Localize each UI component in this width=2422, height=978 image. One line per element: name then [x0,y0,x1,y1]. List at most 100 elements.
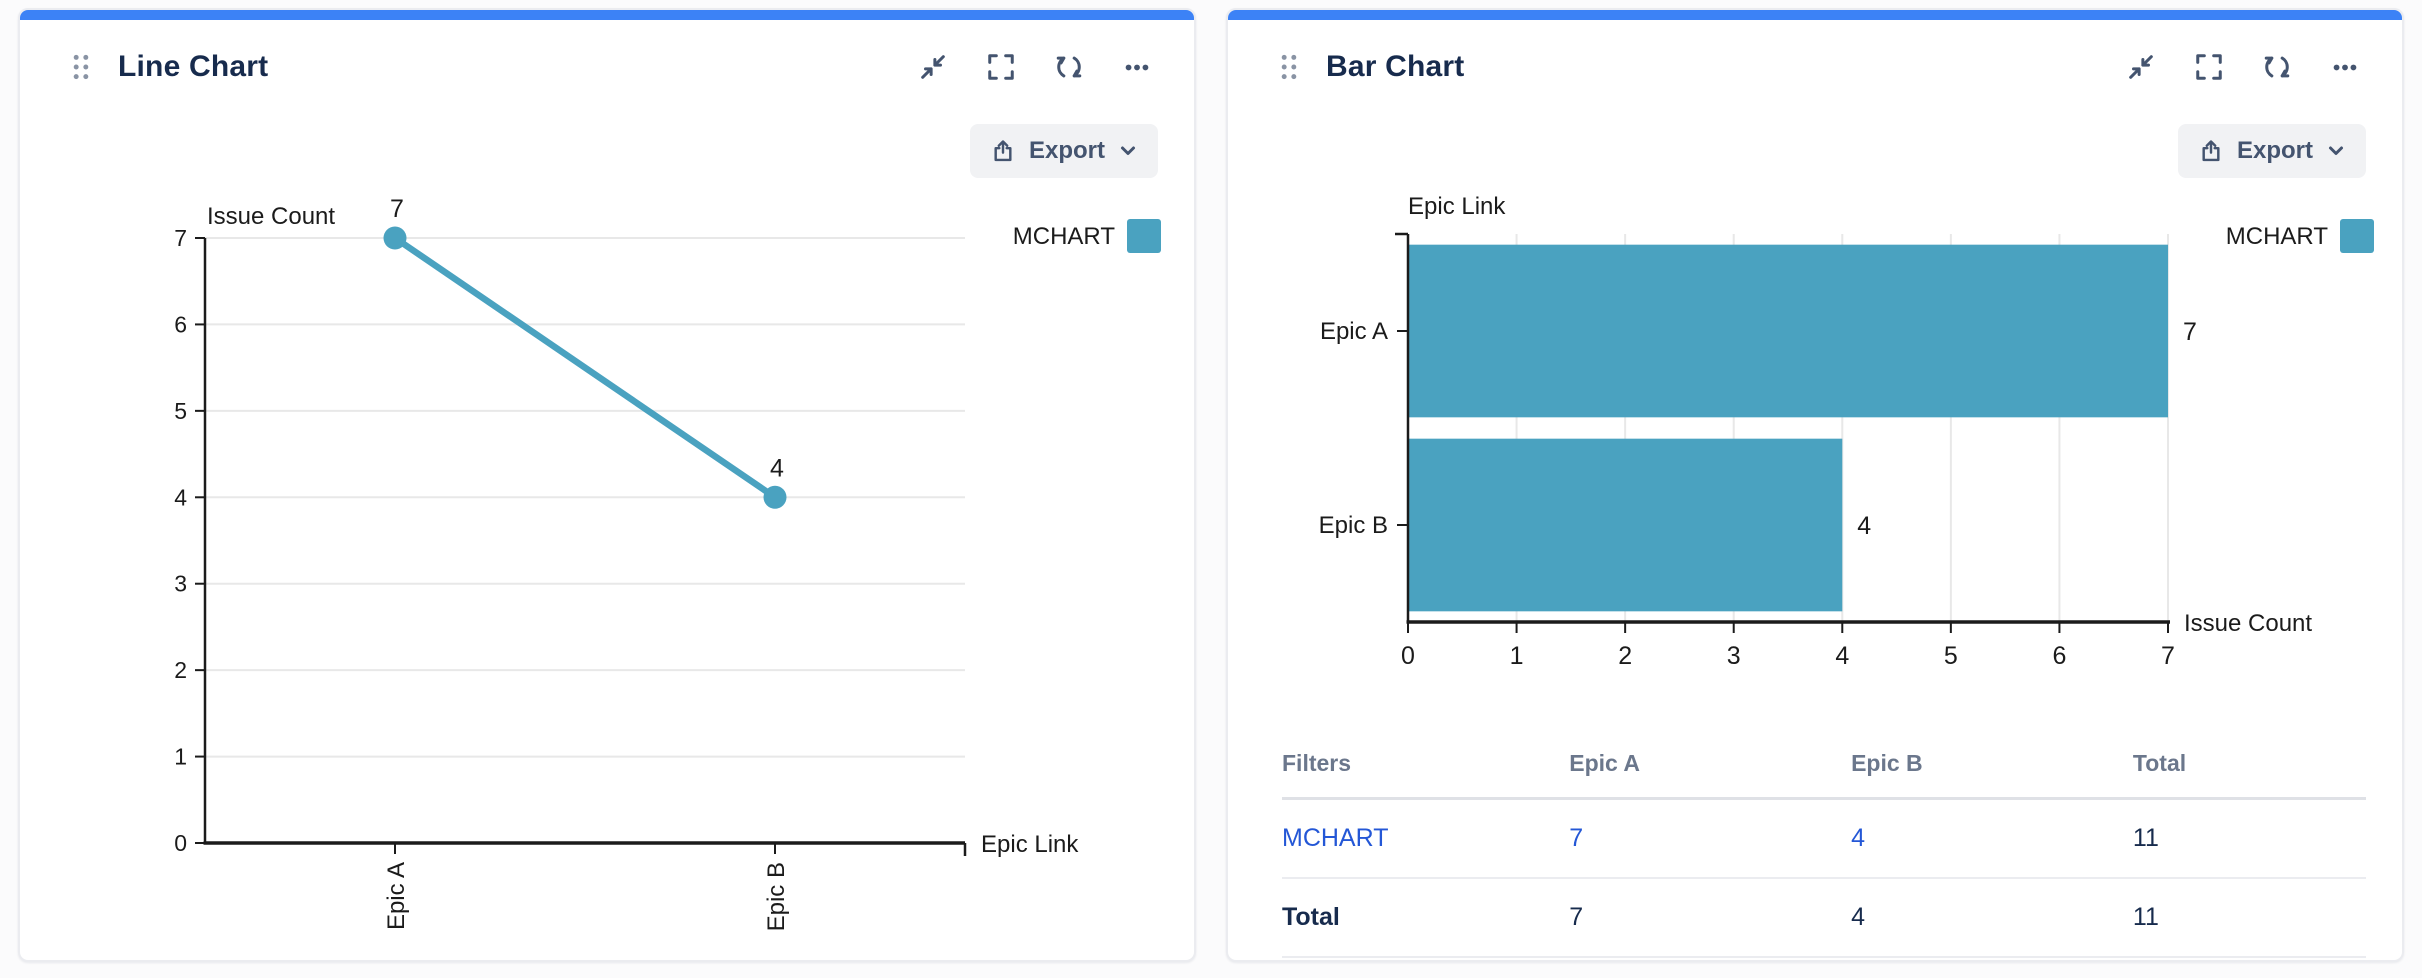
minimize-button[interactable] [918,52,948,82]
upload-icon [994,140,1012,162]
svg-text:7: 7 [390,195,404,223]
svg-text:Epic B: Epic B [763,862,790,931]
svg-text:Epic Link: Epic Link [981,831,1079,858]
cell-epic-b[interactable]: 4 [1851,798,2133,879]
svg-text:4: 4 [1857,512,1871,540]
svg-text:Issue Count: Issue Count [2184,610,2312,637]
bar[interactable] [1409,438,1843,612]
refresh-button[interactable] [1054,52,1084,82]
line-chart-area: 0 1 2 3 4 5 6 7 Issue Count Epic Link Epic A Epic B… [115,192,1194,945]
chevron-down-icon [2329,146,2343,155]
bar[interactable] [1409,244,2168,418]
legend-swatch [2340,219,2374,253]
data-point[interactable] [763,485,787,509]
bar-chart-area: Epic Link Epic A Epic B 0 1 2 3 4 5 6 7 Issue Count… [1288,192,2402,702]
legend[interactable]: MCHART [1013,219,1161,253]
table-row-mchart: MCHART 7 4 11 [1282,798,2366,879]
fullscreen-button[interactable] [2194,52,2224,82]
export-button[interactable]: Export [2177,124,2366,178]
total-label: Total [1282,878,1570,958]
svg-text:Epic A: Epic A [1320,318,1388,345]
export-label: Export [2236,137,2313,164]
refresh-icon [2264,56,2290,78]
svg-text:1: 1 [1510,642,1524,670]
export-button[interactable]: Export [969,124,1158,178]
col-header-filters: Filters [1282,736,1570,800]
svg-text:Issue Count: Issue Count [207,203,335,230]
legend-swatch [1127,219,1161,253]
gridlines [205,237,965,758]
cell-epic-a[interactable]: 7 [1569,798,1852,879]
gadget-title: Line Chart [118,50,269,83]
svg-text:MCHART: MCHART [2226,223,2329,250]
axis-labels: 0 1 2 3 4 5 6 7 Issue Count Epic Link Epic A Epic B [174,203,1079,931]
svg-text:1: 1 [174,744,187,770]
svg-text:7: 7 [2161,642,2175,670]
cell-total: 11 [2132,878,2366,958]
col-header-total: Total [2132,736,2366,800]
summary-table-wrap: Filters Epic A Epic B Total MCHART 7 4 1… [1282,736,2366,958]
svg-text:6: 6 [2052,642,2066,670]
svg-text:MCHART: MCHART [1013,223,1116,250]
collapse-arrows-icon [921,55,945,79]
more-options-button[interactable] [2330,52,2360,82]
legend[interactable]: MCHART [2226,219,2374,253]
summary-table: Filters Epic A Epic B Total MCHART 7 4 1… [1282,736,2366,958]
bar-chart-gadget: Bar Chart [1226,8,2404,962]
gadget-accent-bar [1228,10,2402,20]
svg-text:7: 7 [2183,318,2197,346]
drag-handle-icon[interactable] [70,52,92,82]
fullscreen-icon [988,54,1014,80]
gadget-actions [918,52,1152,82]
col-header-epic-a: Epic A [1569,736,1852,800]
svg-text:6: 6 [174,311,187,337]
table-row-total: Total 7 4 11 [1282,878,2366,958]
svg-text:3: 3 [174,571,187,597]
cell-total: 11 [2132,798,2366,879]
series-line [393,235,777,500]
table-header-row: Filters Epic A Epic B Total [1282,736,2366,800]
gadget-title: Bar Chart [1326,50,1465,83]
axis-labels: Epic Link Epic A Epic B 0 1 2 3 4 5 6 7 Issue Count [1319,193,2313,670]
minimize-button[interactable] [2126,52,2156,82]
bar-chart: Epic Link Epic A Epic B 0 1 2 3 4 5 6 7 Issue Count… [1319,193,2374,670]
svg-text:2: 2 [1618,642,1632,670]
svg-text:4: 4 [1835,642,1849,670]
data-point[interactable] [383,226,407,250]
svg-text:3: 3 [1727,642,1741,670]
fullscreen-button[interactable] [986,52,1016,82]
drag-handle-icon[interactable] [1278,52,1300,82]
refresh-button[interactable] [2262,52,2292,82]
axes [195,237,967,856]
svg-text:5: 5 [174,398,187,424]
gadget-header: Bar Chart [1228,20,2402,84]
col-header-epic-b: Epic B [1851,736,2133,800]
svg-text:Epic A: Epic A [383,862,410,930]
svg-text:0: 0 [174,830,187,856]
svg-text:7: 7 [174,225,187,251]
svg-text:Epic B: Epic B [1319,512,1388,539]
svg-text:0: 0 [1401,642,1415,670]
line-chart-gadget: Line Chart [18,8,1196,962]
ellipsis-icon [2333,64,2357,71]
gadget-actions [2126,52,2360,82]
axes [1395,232,2170,633]
line-chart: 0 1 2 3 4 5 6 7 Issue Count Epic Link Epic A Epic B… [174,195,1161,931]
filter-link[interactable]: MCHART [1282,798,1570,879]
export-label: Export [1028,137,1105,164]
svg-text:2: 2 [174,657,187,683]
more-options-button[interactable] [1122,52,1152,82]
svg-text:5: 5 [1944,642,1958,670]
gadget-toolbar: Export [20,84,1194,178]
upload-icon [2202,140,2220,162]
gadget-accent-bar [20,10,1194,20]
gadget-toolbar: Export [1228,84,2402,178]
data-labels: 74 [1857,318,2197,540]
refresh-icon [1056,56,1082,78]
svg-text:4: 4 [174,484,187,510]
gadget-header: Line Chart [20,20,1194,84]
cell-epic-a: 7 [1569,878,1852,958]
fullscreen-icon [2196,54,2222,80]
data-labels: 74 [390,195,784,482]
